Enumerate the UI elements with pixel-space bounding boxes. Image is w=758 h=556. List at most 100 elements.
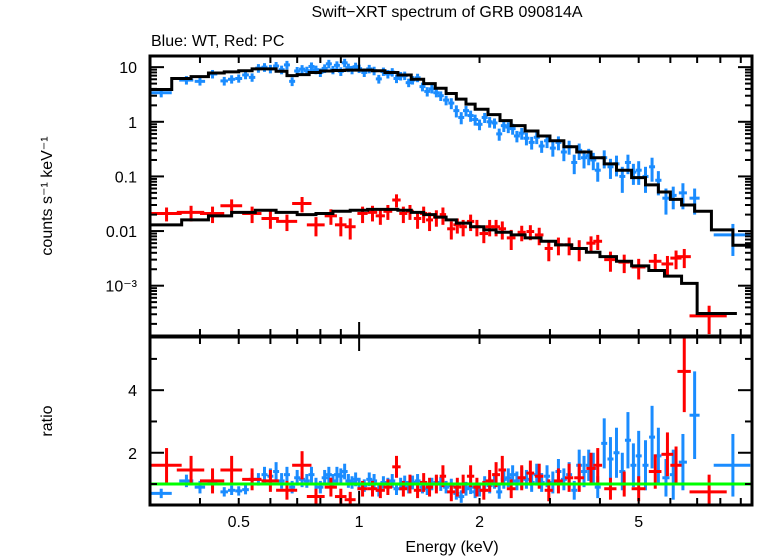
ratio-pc-point [261, 469, 279, 492]
spectrum-pc-point [661, 255, 674, 277]
ratio-wt-point [496, 484, 503, 499]
ratio-pc-point [553, 468, 563, 494]
ratio-wt-point [150, 488, 172, 499]
spectrum-wt-point [555, 136, 562, 151]
spectrum-wt-point [194, 77, 206, 86]
spectrum-wt-point [571, 154, 578, 175]
spectrum-wt-point [405, 78, 412, 88]
spectrum-wt-point [433, 88, 440, 98]
spectrum-wt-point [491, 118, 498, 129]
ratio-pc-point [383, 479, 393, 495]
ratio-pc-point [242, 468, 262, 491]
spectrum-pc-point [392, 194, 401, 208]
spectrum-pc-point [276, 214, 298, 232]
spectrum-wt-point [528, 136, 535, 150]
spectrum-wt-point [308, 62, 315, 72]
ratio-wt-point [227, 485, 236, 495]
ratio-pc-point [631, 476, 646, 502]
ratio-pc-point [574, 463, 585, 492]
y-tick-label: 1 [128, 115, 137, 132]
ratio-pc-point [426, 477, 433, 497]
spectrum-wt-point [496, 128, 503, 141]
ratio-pc-point [677, 337, 691, 413]
ratio-pc-point [420, 473, 428, 492]
ratio-wt-point [560, 468, 567, 491]
ratio-pc-point [344, 491, 356, 505]
x-axis-label: Energy (keV) [405, 539, 498, 556]
ratio-pc-point [564, 463, 574, 492]
ratio-wt-point [278, 473, 285, 489]
upper-panel-marks [150, 58, 752, 335]
ratio-y-tick-label: 2 [128, 446, 137, 463]
ratio-pc-point [498, 455, 507, 485]
spectrum-wt-point [635, 161, 642, 185]
y-axis-label-ratio: ratio [39, 405, 56, 436]
spectrum-wt-point [476, 119, 483, 131]
spectrum-wt-point [333, 61, 340, 70]
spectrum-pc-point [375, 209, 385, 225]
spectrum-wt-point [283, 60, 290, 70]
ratio-pc-point [292, 451, 312, 480]
spectrum-pc-point [670, 250, 682, 270]
spectrum-pc-point [593, 234, 603, 251]
x-tick-label: 5 [634, 514, 643, 531]
spectrum-wt-point [607, 158, 614, 179]
spectrum-wt-point [448, 98, 455, 110]
spectrum-wt-point [523, 132, 530, 146]
x-tick-label: 0.5 [228, 514, 250, 531]
ratio-wt-point [308, 466, 315, 483]
spectrum-pc-point [648, 254, 662, 272]
spectrum-pc-point [344, 218, 356, 240]
spectrum-wt-point [248, 73, 256, 82]
y-tick-label: 10 [119, 60, 137, 77]
ratio-pc-point [392, 455, 401, 478]
spectrum-wt-point [341, 58, 348, 68]
ratio-wt-point [341, 463, 348, 480]
upper-panel-frame [148, 54, 754, 338]
spectrum-wt-point [467, 110, 474, 122]
ratio-pc-point [473, 477, 481, 497]
ratio-wt-point [713, 433, 751, 497]
ratio-pc-point [220, 455, 243, 485]
spectrum-pc-point [306, 217, 325, 237]
spectrum-wt-point [437, 91, 444, 102]
ratio-pc-point [176, 455, 205, 485]
y-tick-label: 10⁻³ [105, 279, 137, 296]
y-tick-label: 0.1 [115, 169, 137, 186]
spectrum-wt-point [242, 70, 249, 80]
spectrum-wt-point [227, 75, 236, 84]
ratio-pc-point [199, 468, 225, 494]
x-tick-label: 1 [355, 514, 364, 531]
spectrum-pc-point [150, 207, 182, 222]
ratio-wt-point [613, 427, 620, 478]
pc-model-line [150, 207, 737, 315]
ratio-pc-point [661, 432, 674, 477]
ratio-wt-point [601, 418, 608, 469]
axes: 0.5 1 2 5 10 1 0.1 0.01 10⁻³ 2 4 [105, 54, 754, 531]
ratio-wt-point [642, 440, 649, 491]
spectrum-pc-point [631, 258, 646, 280]
spectrum-wt-point [235, 74, 243, 83]
spectrum-wt-point [220, 76, 228, 86]
spectrum-pc-point [604, 251, 617, 272]
ratio-pc-point [604, 477, 617, 500]
spectrum-wt-point [443, 95, 450, 106]
ratio-wt-point [345, 474, 352, 488]
spectrum-pc-point [413, 211, 422, 229]
ratio-pc-point [453, 477, 462, 497]
spectrum-wt-point [453, 105, 460, 118]
ratio-wt-point [273, 462, 280, 481]
spectrum-pc-point [324, 209, 337, 225]
ratio-wt-point [513, 471, 520, 491]
ratio-pc-point [306, 488, 325, 505]
spectrum-wt-point [513, 130, 520, 143]
ratio-wt-point [333, 466, 340, 483]
ratio-pc-point [689, 474, 727, 505]
spectrum-wt-point [518, 127, 525, 140]
spectrum-pc-point [574, 240, 585, 262]
spectrum-pc-point [383, 204, 393, 220]
ratio-wt-point [649, 405, 656, 469]
ratio-wt-point [235, 486, 243, 496]
spectrum-wt-point [458, 112, 465, 125]
spectrum-pc-point [292, 197, 312, 213]
